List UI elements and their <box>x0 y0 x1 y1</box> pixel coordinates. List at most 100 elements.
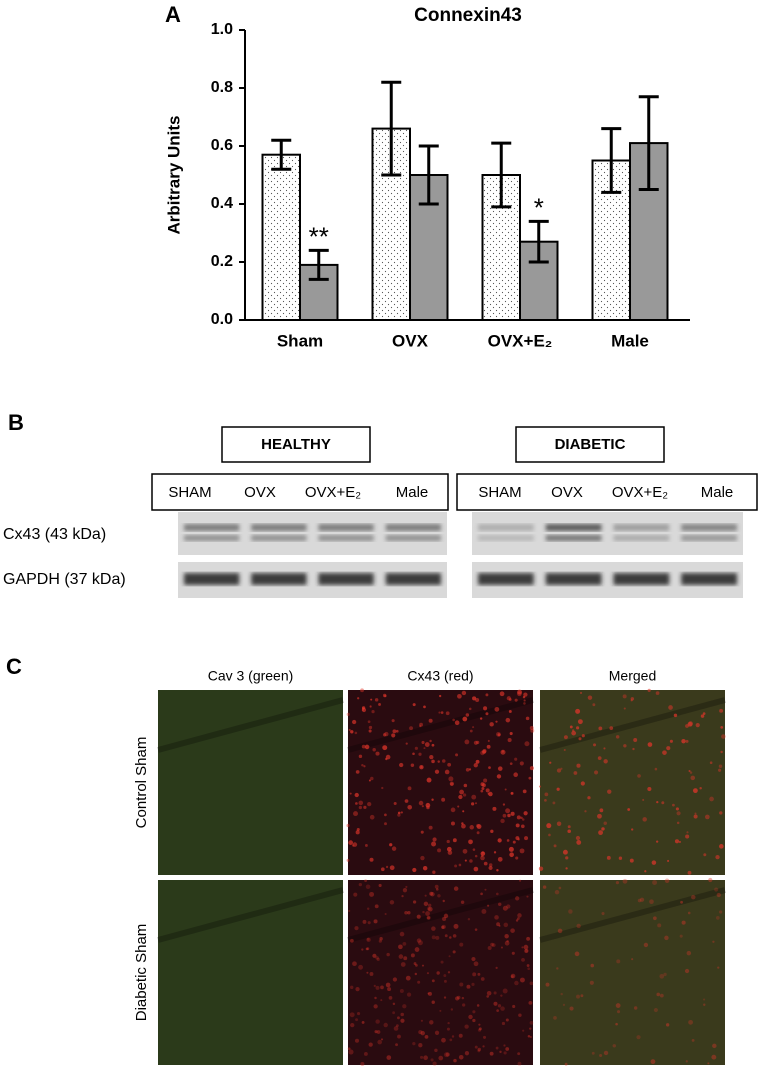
fluorescent-spot <box>526 895 529 898</box>
fluorescent-spot <box>510 973 516 979</box>
fluorescent-spot <box>476 824 482 829</box>
x-tick-label: OVX+E₂ <box>488 331 553 350</box>
fluorescent-spot <box>420 830 424 834</box>
fluorescent-spot <box>505 1018 509 1022</box>
fluorescent-spot <box>657 923 662 928</box>
fluorescent-spot <box>445 1052 450 1057</box>
fluorescent-spot <box>496 922 500 927</box>
fluorescent-spot <box>686 950 692 956</box>
fluorescent-spot <box>517 691 522 697</box>
fluorescent-spot <box>529 981 534 986</box>
fluorescent-spot <box>397 1034 401 1039</box>
fluorescent-spot <box>448 776 454 782</box>
fluorescent-spot <box>374 698 379 702</box>
fluorescent-spot <box>669 739 673 743</box>
y-tick-label: 0.4 <box>211 195 233 212</box>
fluorescent-spot <box>616 959 621 964</box>
fluorescent-spot <box>622 694 627 699</box>
fluorescent-spot <box>400 962 406 967</box>
fluorescent-spot <box>423 901 429 907</box>
fluorescent-spot <box>503 1051 507 1055</box>
fluorescent-spot <box>529 726 534 730</box>
fluorescent-spot <box>567 825 571 829</box>
fluorescent-spot <box>383 1022 388 1028</box>
fluorescent-spot <box>553 844 557 848</box>
fluorescent-spot <box>647 742 653 747</box>
fluorescent-spot <box>453 1058 457 1063</box>
fluorescent-spot <box>472 696 477 701</box>
fluorescent-spot <box>493 1001 498 1006</box>
fluorescent-spot <box>346 712 350 716</box>
fluorescent-spot <box>691 894 696 900</box>
fluorescent-spot <box>599 1054 603 1058</box>
fluorescent-spot <box>428 718 433 723</box>
fluorescent-spot <box>376 957 380 961</box>
fluorescent-spot <box>576 839 582 845</box>
fluorescent-spot <box>471 982 475 986</box>
fluorescent-spot <box>360 688 364 693</box>
lane-label: OVX+E₂ <box>305 484 361 501</box>
fluorescent-spot <box>348 728 351 731</box>
error-bar <box>418 144 439 206</box>
fluorescent-spot <box>369 705 372 708</box>
fluorescent-spot <box>441 1037 446 1043</box>
fluorescent-spot <box>368 725 373 730</box>
fluorescent-spot <box>580 781 585 786</box>
fluorescent-spot <box>358 800 364 806</box>
fluorescent-spot <box>627 808 631 811</box>
fluorescent-spot <box>354 1038 360 1043</box>
fluorescent-spot <box>350 1022 355 1028</box>
fluorescent-spot <box>380 867 385 872</box>
fluorescent-spot <box>485 712 489 716</box>
fluorescent-spot <box>367 720 371 724</box>
fluorescent-spot <box>476 831 480 835</box>
fluorescent-spot <box>348 909 351 913</box>
fluorescent-spot <box>410 763 415 768</box>
fluorescent-spot <box>505 808 511 814</box>
fluorescent-spot <box>366 907 370 910</box>
fluorescent-spot <box>488 766 491 769</box>
fluorescent-spot <box>431 979 435 983</box>
fluorescent-spot <box>387 987 392 992</box>
lane-label: SHAM <box>168 484 211 501</box>
group-box <box>221 426 371 463</box>
fluorescent-spot <box>389 865 395 871</box>
fluorescent-spot <box>493 851 497 854</box>
fluorescent-spot <box>718 768 722 772</box>
fluorescent-spot <box>439 1009 442 1012</box>
fluorescent-spot <box>523 699 526 702</box>
fluorescent-spot <box>361 744 366 749</box>
fluorescent-spot <box>678 840 682 844</box>
fluorescent-spot <box>431 759 435 764</box>
fluorescent-spot <box>431 841 437 847</box>
fluorescent-spot <box>563 749 566 752</box>
fluorescent-spot <box>482 1045 485 1048</box>
fluorescent-spot <box>366 971 369 974</box>
fluorescent-spot <box>472 1018 476 1023</box>
fluorescent-spot <box>715 854 720 860</box>
fluorescent-spot <box>709 761 713 764</box>
fluorescent-spot <box>703 853 707 857</box>
fluorescent-spot <box>469 825 474 830</box>
fluorescent-spot <box>676 821 680 825</box>
blot-band <box>613 535 670 541</box>
fluorescent-spot <box>466 984 471 989</box>
fluorescent-spot <box>463 783 468 788</box>
fluorescent-spot <box>500 1006 505 1011</box>
fluorescent-spot <box>459 789 464 795</box>
fluorescent-spot <box>367 921 371 925</box>
micrograph <box>540 880 725 1065</box>
fluorescent-spot <box>365 947 369 951</box>
fluorescent-spot <box>431 926 436 931</box>
fluorescent-spot <box>370 776 374 781</box>
fluorescent-spot <box>396 1016 400 1020</box>
y-tick-label: 0.8 <box>211 79 233 96</box>
fluorescent-spot <box>385 865 389 869</box>
fluorescent-spot <box>692 788 698 794</box>
fluorescent-spot <box>694 812 697 815</box>
fluorescent-spot <box>487 904 490 907</box>
fluorescent-spot <box>506 904 511 909</box>
fluorescent-spot <box>483 861 488 866</box>
fluorescent-spot <box>434 1048 438 1053</box>
fluorescent-spot <box>643 942 649 948</box>
